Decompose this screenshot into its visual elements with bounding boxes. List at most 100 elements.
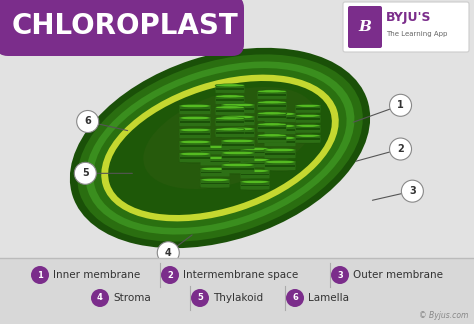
FancyBboxPatch shape	[265, 117, 295, 119]
Ellipse shape	[215, 117, 245, 120]
Text: 2: 2	[167, 271, 173, 280]
Ellipse shape	[295, 114, 321, 117]
Ellipse shape	[179, 152, 211, 156]
FancyBboxPatch shape	[296, 128, 320, 130]
FancyBboxPatch shape	[216, 85, 245, 93]
Text: Stroma: Stroma	[113, 293, 151, 303]
Ellipse shape	[200, 156, 230, 159]
FancyBboxPatch shape	[221, 104, 255, 113]
Text: 5: 5	[82, 168, 89, 178]
FancyBboxPatch shape	[257, 113, 286, 121]
Ellipse shape	[221, 151, 255, 155]
FancyBboxPatch shape	[240, 170, 270, 179]
FancyBboxPatch shape	[201, 179, 229, 187]
Ellipse shape	[215, 84, 245, 87]
Ellipse shape	[70, 48, 370, 248]
FancyBboxPatch shape	[216, 99, 244, 101]
Ellipse shape	[101, 75, 339, 221]
FancyBboxPatch shape	[216, 96, 245, 104]
FancyBboxPatch shape	[264, 137, 295, 146]
Ellipse shape	[215, 128, 245, 131]
Ellipse shape	[264, 112, 296, 116]
FancyBboxPatch shape	[221, 165, 255, 173]
FancyBboxPatch shape	[201, 183, 229, 184]
FancyBboxPatch shape	[265, 129, 295, 131]
Text: 3: 3	[409, 186, 416, 196]
FancyBboxPatch shape	[221, 128, 255, 137]
Ellipse shape	[257, 123, 287, 126]
FancyBboxPatch shape	[201, 172, 229, 173]
Ellipse shape	[257, 101, 287, 104]
Text: 4: 4	[165, 248, 172, 258]
Ellipse shape	[264, 136, 296, 140]
FancyBboxPatch shape	[240, 148, 270, 156]
FancyBboxPatch shape	[216, 129, 245, 137]
FancyBboxPatch shape	[348, 6, 382, 48]
Ellipse shape	[93, 68, 346, 228]
Text: 4: 4	[97, 294, 103, 303]
FancyBboxPatch shape	[258, 116, 286, 118]
Ellipse shape	[257, 141, 287, 144]
Circle shape	[401, 180, 423, 202]
FancyBboxPatch shape	[180, 145, 210, 146]
FancyBboxPatch shape	[241, 174, 269, 175]
Text: © Byjus.com: © Byjus.com	[419, 311, 468, 320]
Text: B: B	[358, 20, 372, 34]
Ellipse shape	[215, 135, 245, 138]
FancyBboxPatch shape	[296, 108, 320, 110]
FancyBboxPatch shape	[180, 142, 210, 150]
Ellipse shape	[221, 115, 255, 119]
Ellipse shape	[179, 104, 211, 108]
Ellipse shape	[240, 158, 270, 161]
Ellipse shape	[264, 148, 296, 152]
FancyBboxPatch shape	[240, 159, 270, 168]
FancyBboxPatch shape	[258, 127, 286, 129]
Ellipse shape	[215, 95, 245, 98]
FancyBboxPatch shape	[0, 0, 244, 56]
Text: 5: 5	[197, 294, 203, 303]
FancyBboxPatch shape	[258, 138, 286, 140]
Ellipse shape	[221, 163, 255, 167]
FancyBboxPatch shape	[241, 185, 269, 186]
FancyBboxPatch shape	[201, 146, 229, 155]
FancyBboxPatch shape	[265, 153, 295, 155]
Ellipse shape	[295, 124, 321, 127]
Text: 6: 6	[84, 117, 91, 126]
FancyBboxPatch shape	[180, 105, 210, 114]
FancyBboxPatch shape	[201, 161, 229, 162]
Text: 1: 1	[37, 271, 43, 280]
Ellipse shape	[215, 106, 245, 109]
FancyBboxPatch shape	[257, 91, 286, 99]
FancyBboxPatch shape	[221, 153, 255, 161]
FancyBboxPatch shape	[241, 163, 269, 164]
FancyBboxPatch shape	[222, 120, 254, 122]
Ellipse shape	[221, 171, 255, 174]
FancyBboxPatch shape	[264, 125, 295, 134]
FancyBboxPatch shape	[240, 181, 270, 190]
FancyBboxPatch shape	[180, 109, 210, 110]
FancyBboxPatch shape	[216, 132, 244, 133]
Text: Inner membrane: Inner membrane	[53, 270, 140, 280]
FancyBboxPatch shape	[295, 135, 320, 143]
Ellipse shape	[86, 62, 355, 235]
FancyBboxPatch shape	[180, 118, 210, 126]
Circle shape	[390, 94, 411, 116]
FancyBboxPatch shape	[222, 156, 254, 157]
Circle shape	[331, 266, 349, 284]
Ellipse shape	[200, 145, 230, 148]
FancyBboxPatch shape	[180, 133, 210, 134]
FancyBboxPatch shape	[222, 144, 254, 145]
Ellipse shape	[240, 169, 270, 172]
Ellipse shape	[257, 90, 287, 93]
FancyBboxPatch shape	[221, 141, 255, 149]
FancyBboxPatch shape	[258, 105, 286, 107]
FancyBboxPatch shape	[296, 118, 320, 120]
Ellipse shape	[221, 127, 255, 131]
Ellipse shape	[295, 134, 321, 137]
Ellipse shape	[264, 168, 296, 171]
Ellipse shape	[264, 124, 296, 128]
Ellipse shape	[179, 128, 211, 132]
Circle shape	[91, 289, 109, 307]
Circle shape	[286, 289, 304, 307]
FancyBboxPatch shape	[180, 154, 210, 162]
